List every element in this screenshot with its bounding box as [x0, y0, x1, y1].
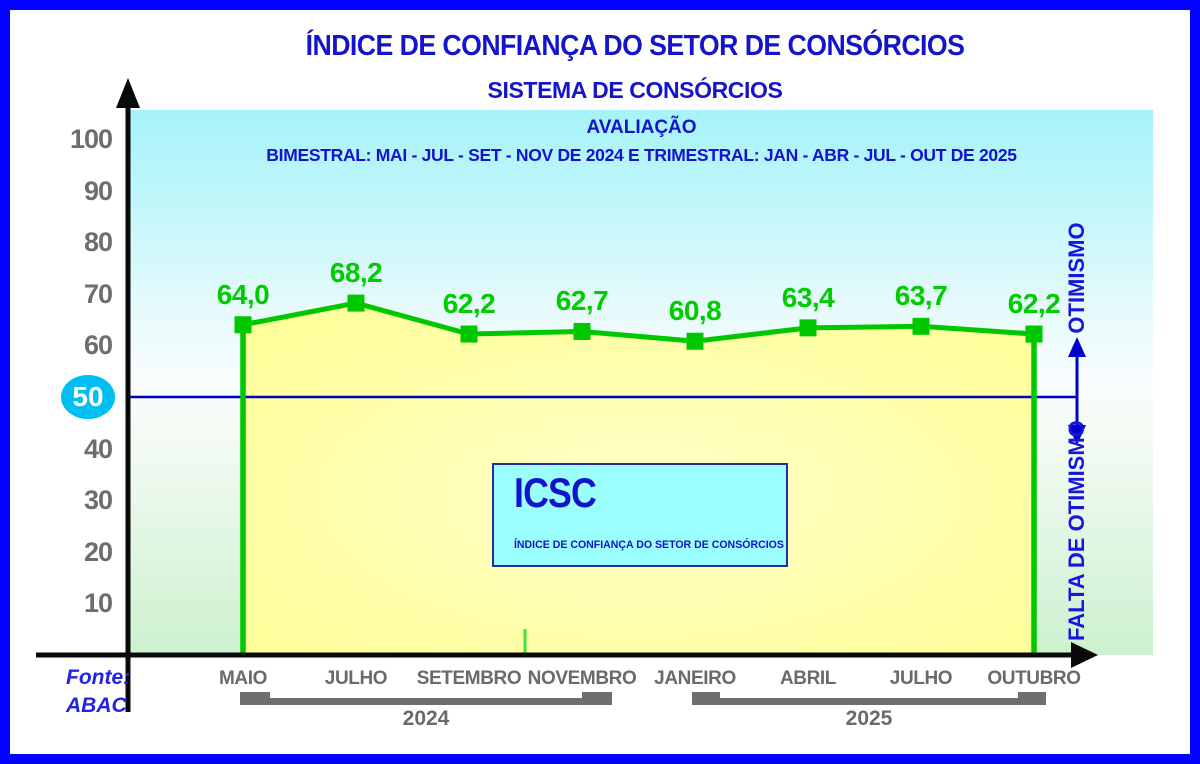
data-point-label: 62,2: [442, 288, 496, 320]
optimism-label: OTIMISMO: [1064, 222, 1089, 334]
data-point-label: 64,0: [216, 278, 270, 310]
y-axis-arrow-icon: [116, 78, 140, 108]
x-tick-label: JULHO: [889, 668, 953, 689]
legend-full-name: ÍNDICE DE CONFIANÇA DO SETOR DE CONSÓRCI…: [514, 539, 784, 551]
page-title: ÍNDICE DE CONFIANÇA DO SETOR DE CONSÓRCI…: [305, 30, 965, 62]
optimism-double-arrow-icon: [1068, 337, 1086, 445]
year-label-2025: 2025: [845, 707, 893, 730]
x-tick-label: JANEIRO: [654, 668, 736, 689]
x-axis-arrow-icon: [1071, 642, 1098, 668]
y-tick-label: 20: [83, 536, 113, 567]
data-point-label: 62,2: [1007, 288, 1061, 320]
data-point-label: 62,7: [555, 285, 609, 317]
y-tick-label: 100: [69, 124, 113, 154]
data-point-marker: [799, 319, 817, 337]
data-point-marker: [347, 294, 365, 312]
data-point-marker: [234, 316, 252, 334]
y-tick-label: 60: [83, 330, 113, 361]
y-tick-label: 90: [83, 175, 113, 206]
y-tick-label: 10: [83, 588, 113, 619]
series-line: [242, 300, 1035, 344]
y-tick-label: 70: [83, 278, 113, 309]
data-point-marker: [912, 317, 930, 335]
series-line-layer: [234, 294, 1043, 653]
lack-of-optimism-label: FALTA DE OTIMISMO: [1064, 420, 1089, 641]
x-tick-label: MAIO: [218, 668, 267, 689]
y-tick-label: 30: [83, 485, 113, 516]
year-label-2024: 2024: [402, 707, 450, 730]
x-tick-label: SETEMBRO: [416, 668, 522, 689]
data-point-label: 68,2: [329, 257, 383, 289]
data-point-marker: [686, 332, 704, 350]
data-point-marker: [460, 325, 478, 343]
legend-box: ICSC ÍNDICE DE CONFIANÇA DO SETOR DE CON…: [492, 463, 788, 567]
data-point-label: 60,8: [668, 295, 722, 327]
source-name: ABAC: [66, 694, 127, 717]
x-tick-label: OUTUBRO: [987, 668, 1081, 689]
year-bracket-2025: [692, 692, 1046, 705]
x-axis: [36, 642, 1098, 668]
page-subtitle: SISTEMA DE CONSÓRCIOS: [487, 77, 783, 103]
x-tick-label: NOVEMBRO: [527, 668, 637, 689]
evaluation-title: AVALIAÇÃO: [586, 117, 697, 138]
data-point-marker: [573, 322, 591, 340]
y-axis: [116, 78, 140, 712]
data-point-marker: [1025, 325, 1043, 343]
legend-acronym: ICSC: [514, 469, 597, 516]
evaluation-detail: BIMESTRAL: MAI - JUL - SET - NOV DE 2024…: [266, 145, 1017, 165]
y-tick-label: 40: [83, 433, 113, 464]
source-label: Fonte:: [66, 666, 131, 689]
year-bracket-2024: [240, 692, 612, 705]
y-tick-label: 80: [83, 227, 113, 258]
x-tick-label: JULHO: [324, 668, 388, 689]
data-point-label: 63,4: [781, 281, 835, 313]
x-tick-label: ABRIL: [779, 668, 837, 689]
reference-value-badge: 50: [61, 375, 115, 419]
data-point-label: 63,7: [894, 280, 948, 312]
